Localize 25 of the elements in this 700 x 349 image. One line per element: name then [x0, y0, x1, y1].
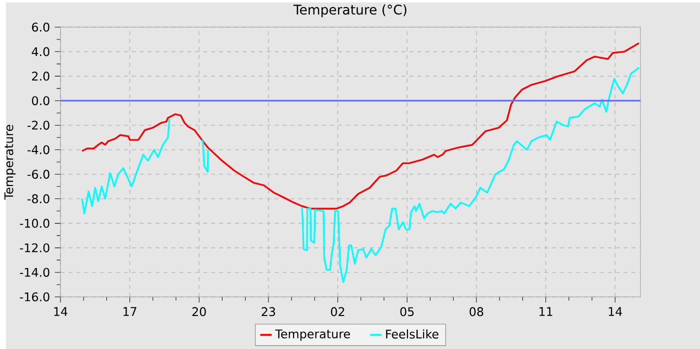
y-tick-label: -12.0	[20, 243, 50, 252]
x-tick-label: 08	[470, 306, 484, 316]
x-tick-label: 05	[400, 306, 414, 316]
y-tick-label: -16.0	[20, 292, 50, 302]
chart-title: Temperature (°C)	[293, 4, 406, 17]
x-tick-label: 17	[124, 306, 136, 316]
y-tick-label: -6.0	[27, 170, 50, 179]
legend-label: FeelsLike	[386, 329, 438, 338]
y-tick-label: -4.0	[27, 145, 50, 154]
x-tick-label: 14	[54, 306, 68, 316]
x-tick-label: 23	[262, 306, 276, 316]
x-tick-label: 14	[608, 306, 622, 316]
y-tick-label: -2.0	[27, 120, 50, 130]
y-tick-label: 2.0	[32, 71, 50, 80]
x-tick-label: 02	[330, 306, 344, 316]
y-tick-label: 6.0	[32, 22, 50, 32]
x-tick-label: 11	[539, 306, 552, 316]
legend-label: Temperature	[275, 329, 350, 340]
y-tick-label: -10.0	[20, 218, 50, 228]
y-axis-title: Temperature	[4, 124, 16, 200]
x-tick-label: 20	[192, 306, 206, 316]
y-tick-label: 4.0	[32, 46, 50, 56]
y-tick-label: -14.0	[20, 268, 50, 277]
y-tick-label: -8.0	[27, 194, 50, 204]
y-tick-label: 0.0	[32, 96, 50, 105]
